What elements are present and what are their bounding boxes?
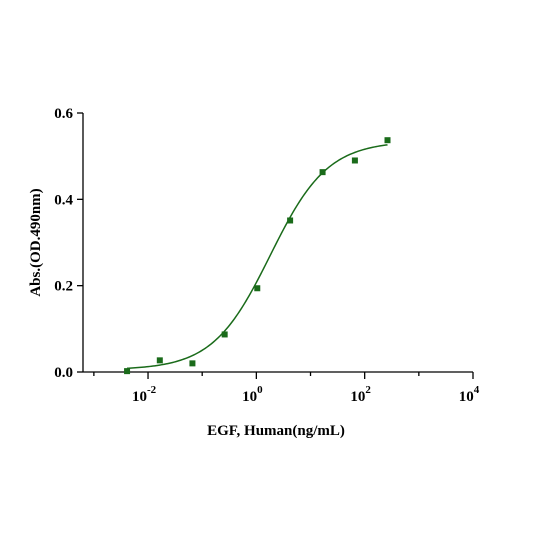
x-ticks: 10-2 100 102 104 bbox=[93, 372, 480, 405]
x-tick-base: 10 bbox=[350, 389, 365, 405]
y-tick-label: 0.6 bbox=[54, 106, 73, 122]
data-point bbox=[189, 360, 196, 367]
plot-area: 0.00.20.40.6 10-2 100 102 104 bbox=[54, 106, 480, 405]
data-point bbox=[254, 285, 261, 292]
data-point bbox=[124, 368, 131, 375]
data-point bbox=[156, 357, 163, 364]
x-tick-label: 100 bbox=[242, 384, 263, 405]
x-tick-label: 104 bbox=[459, 384, 480, 405]
x-tick-exponent: -2 bbox=[147, 384, 157, 396]
data-point bbox=[221, 331, 228, 338]
y-tick-label: 0.0 bbox=[54, 365, 73, 381]
data-point bbox=[287, 217, 294, 224]
x-tick-exponent: 4 bbox=[474, 384, 480, 396]
x-tick-base: 10 bbox=[242, 389, 257, 405]
data-point bbox=[319, 169, 326, 176]
x-tick-base: 10 bbox=[132, 389, 147, 405]
data-point bbox=[384, 137, 391, 144]
y-ticks: 0.0 0.2 0.4 0.6 bbox=[54, 106, 83, 381]
x-axis-title: EGF, Human(ng/mL) bbox=[207, 423, 345, 439]
fit-curve bbox=[127, 144, 388, 370]
x-tick-label: 10-2 bbox=[132, 384, 157, 405]
data-point bbox=[351, 157, 358, 164]
data-points bbox=[124, 137, 391, 375]
x-tick-exponent: 2 bbox=[365, 384, 371, 396]
y-axis-title: Abs.(OD.490nm) bbox=[28, 188, 44, 296]
y-tick-label: 0.4 bbox=[54, 192, 73, 208]
y-tick-label: 0.2 bbox=[54, 279, 73, 295]
x-tick-label: 102 bbox=[350, 384, 371, 405]
x-tick-base: 10 bbox=[459, 389, 474, 405]
x-tick-exponent: 0 bbox=[257, 384, 263, 396]
